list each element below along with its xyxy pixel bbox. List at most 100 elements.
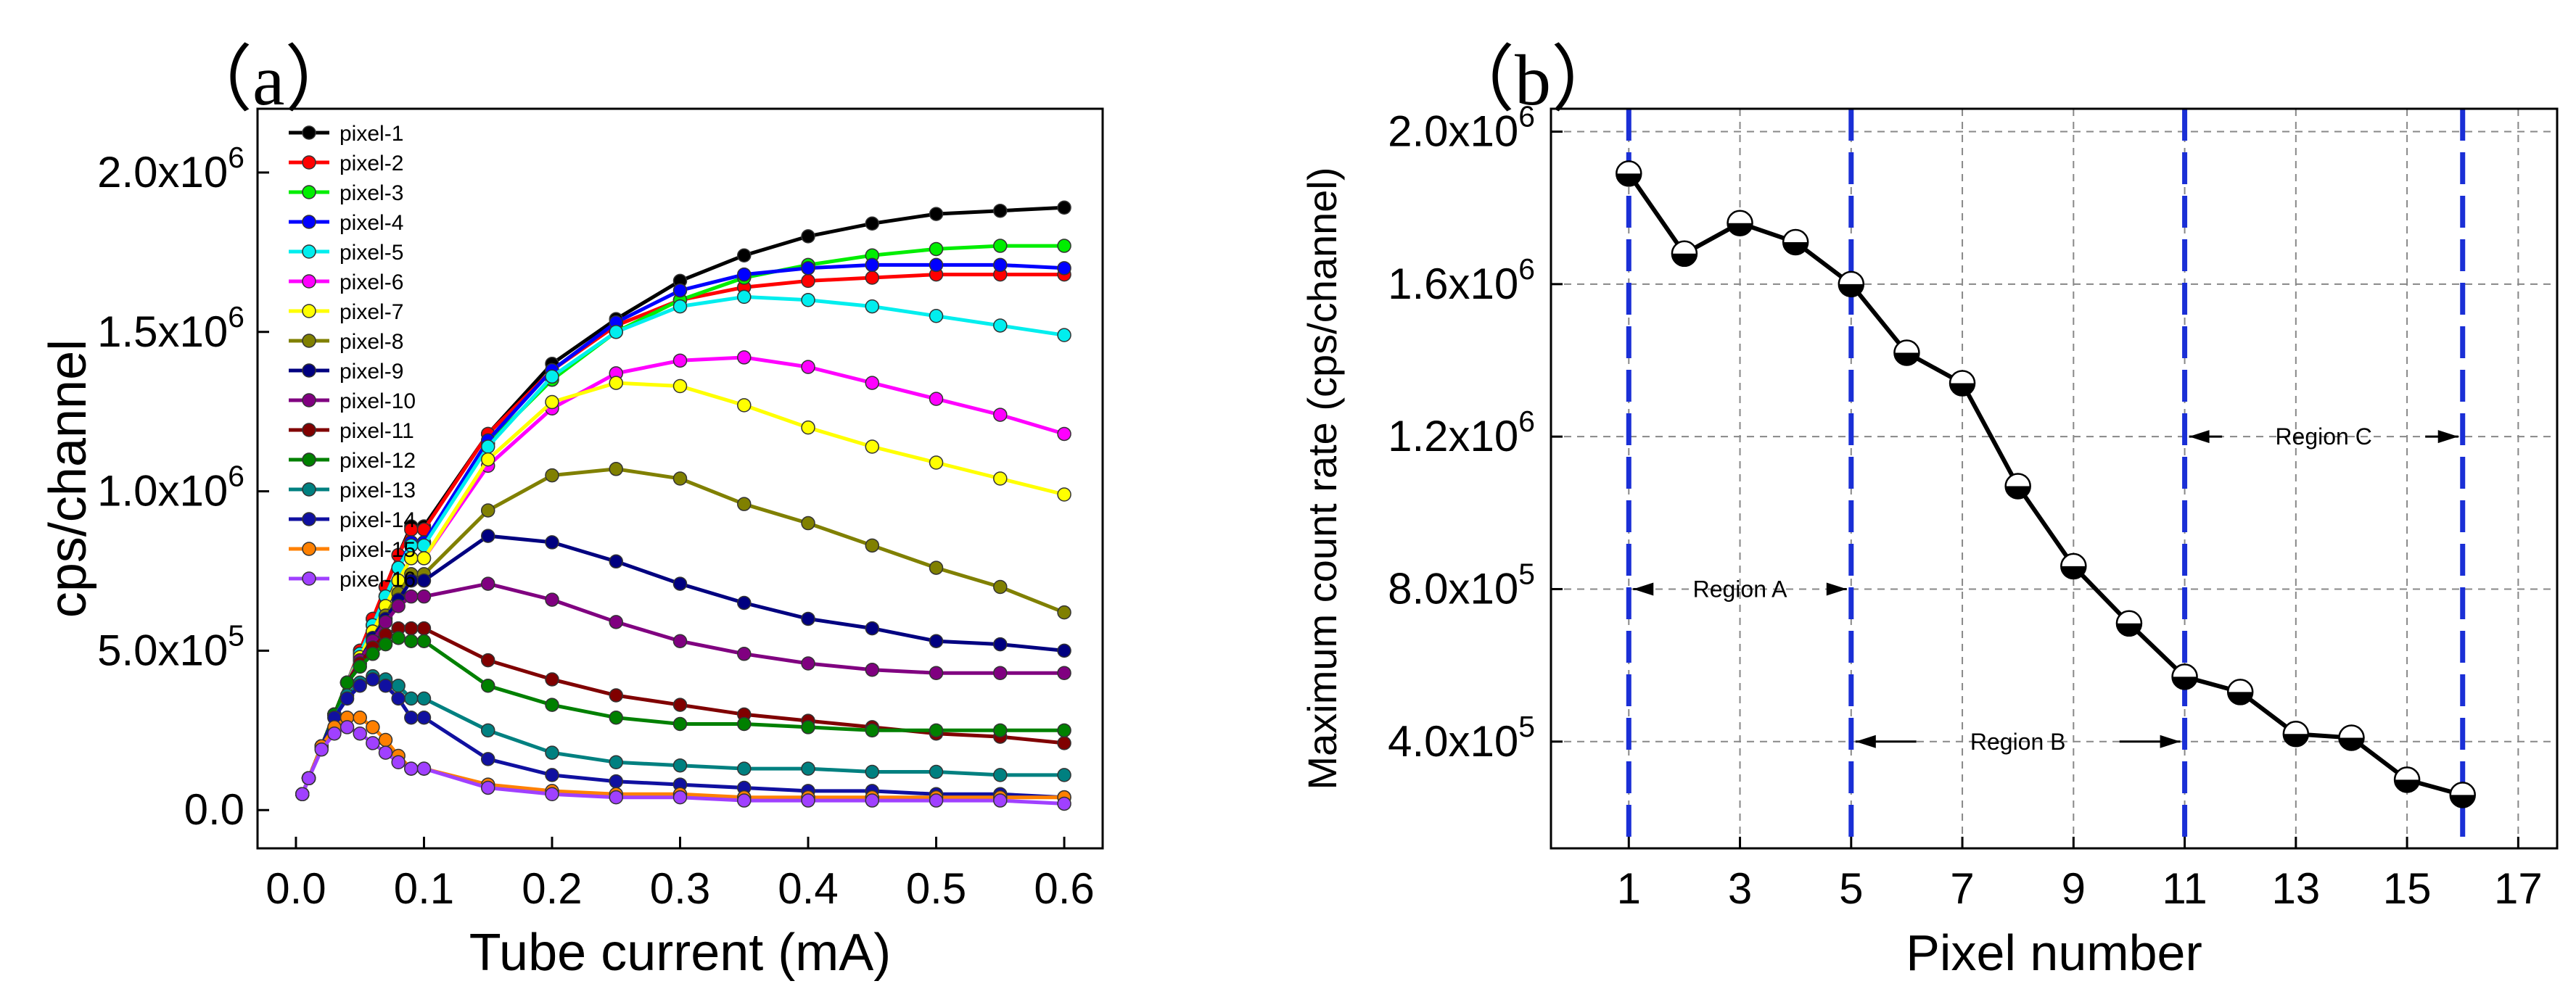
marker-half-fill [2339,737,2364,750]
data-point [480,780,495,795]
y-tick-label: 5.0x105 [97,618,244,674]
data-point [340,720,355,734]
data-point [609,462,623,476]
legend-marker [302,215,316,229]
data-point [480,679,495,693]
data-point [929,455,944,470]
data-point [416,589,432,604]
data-point [993,637,1008,652]
legend-marker [302,542,316,556]
data-point [2449,782,2476,808]
legend-label: pixel-11 [340,419,414,443]
x-tick-label: 5 [1839,864,1863,913]
y-tick-label: 8.0x105 [1388,557,1535,613]
panel-b-label: （b） [1442,40,1624,120]
series-line-pixel-3 [300,244,1064,795]
arrowhead-left [2189,430,2210,444]
data-point [1057,239,1071,253]
x-tick-label: 9 [2062,864,2086,913]
x-tick-label: 3 [1728,864,1752,913]
data-point [737,761,752,776]
y-axis-title-a: cps/channel [39,339,97,618]
data-point [929,793,944,808]
data-point [391,631,406,645]
data-point [404,761,419,776]
data-point [737,793,752,808]
legend-label: pixel-5 [340,241,403,265]
data-point [391,755,406,770]
data-point [609,710,623,725]
data-point [366,672,380,687]
data-point [2226,679,2254,705]
x-tick-label: 0.6 [1034,864,1094,913]
x-tick-label: 0.4 [778,864,838,913]
legend-marker [302,155,316,170]
legend-label: pixel-6 [340,270,403,294]
y-tick-label: 2.0x106 [97,141,244,196]
y-tick-label: 1.0x106 [97,460,244,516]
data-point [2115,610,2143,637]
legend-marker [302,512,316,526]
data-point [609,554,623,569]
data-point [929,560,944,575]
x-tick-label: 0.5 [906,864,966,913]
panel-a-chart: 0.0 0.1 0.2 0.3 0.4 0.5 0.6 0.0 5.0x105 1.0x106 1.… [39,107,1104,982]
data-point [545,672,559,687]
data-point [801,516,815,531]
data-point [801,611,815,626]
data-point [545,592,559,607]
data-point [1057,723,1071,738]
region-annotation: Region A [1633,576,1847,602]
data-point [545,787,559,802]
data-point [2171,663,2198,690]
data-point [2338,724,2365,751]
data-point [609,774,623,789]
y-tick-label: 1.5x106 [97,300,244,356]
data-point [404,710,419,725]
legend-label: pixel-12 [340,449,416,473]
marker-half-fill [2395,779,2420,793]
panel-a-label: （a） [180,40,358,120]
data-point [929,392,944,406]
legend-label: pixel-15 [340,538,416,562]
data-point [865,764,880,779]
legend-marker [302,334,316,348]
data-point [1057,426,1071,442]
marker-half-fill [2061,566,2086,579]
data-point [929,666,944,680]
data-point [865,538,880,553]
marker-half-fill [1950,383,1975,396]
data-point [545,745,559,760]
data-point [404,589,419,604]
data-point [801,360,815,374]
marker-half-fill [2228,692,2253,705]
data-point [672,299,688,314]
data-point [366,736,380,750]
data-point [1838,270,1865,298]
data-point [416,761,432,776]
data-point [801,273,815,289]
marker-half-fill [1838,284,1864,297]
x-tick-label: 7 [1950,864,1974,913]
data-point [1949,370,1976,397]
data-point [801,761,815,776]
data-point [993,257,1008,273]
data-point [1782,228,1809,256]
data-point [366,720,380,734]
data-point [609,615,623,629]
data-point [416,621,432,636]
data-point [2004,473,2031,500]
data-point [993,203,1008,218]
data-point [353,659,367,674]
data-point [1893,339,1920,366]
data-point [737,289,752,305]
data-point [1057,200,1071,215]
data-point [737,248,752,262]
data-point [416,551,432,566]
x-axis-title-a: Tube current (mA) [469,924,891,982]
data-point [672,790,688,805]
plot-frame-b [1550,107,2559,850]
legend-marker [302,185,316,199]
data-point [737,267,752,282]
arrowhead-left [1633,582,1654,596]
